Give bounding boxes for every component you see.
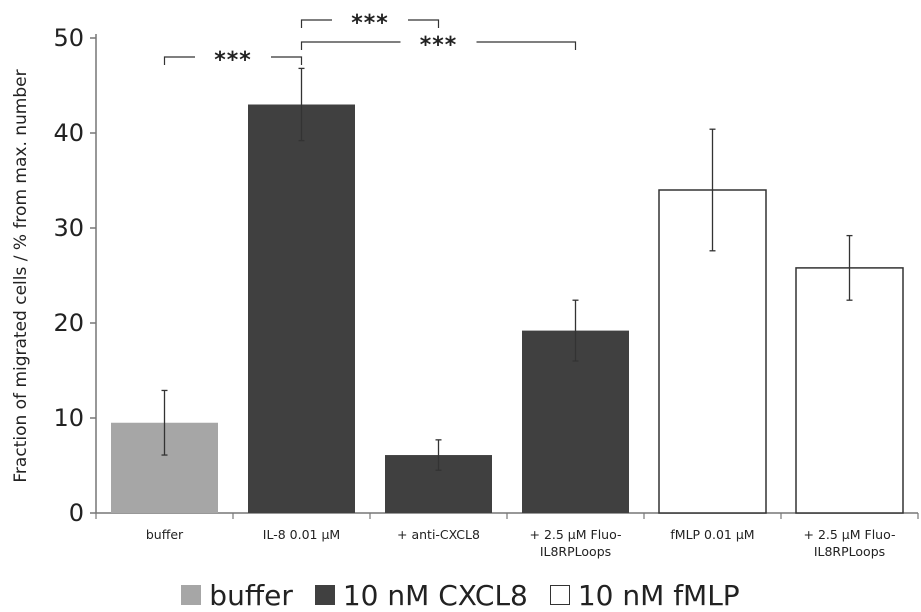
- significance-label: ***: [420, 33, 458, 58]
- y-tick-label: 10: [53, 404, 84, 432]
- significance-bracket: [300, 41, 577, 50]
- x-category-label: IL-8 0.01 µM: [263, 527, 340, 542]
- legend: buffer 10 nM CXCL8 10 nM fMLP: [0, 578, 921, 612]
- x-category-label: + 2.5 µM Fluo-IL8RPLoops: [530, 527, 622, 559]
- y-tick-label: 40: [53, 119, 84, 147]
- y-tick-label: 20: [53, 309, 84, 337]
- x-category-label: + 2.5 µM Fluo-IL8RPLoops: [804, 527, 896, 559]
- y-axis-label: Fraction of migrated cells / % from max.…: [11, 69, 31, 482]
- legend-swatch-cxcl8: [314, 585, 335, 605]
- y-tick-label: 0: [69, 499, 84, 527]
- significance-brackets: *** *** ***: [163, 11, 577, 73]
- bar: [248, 104, 355, 513]
- axes: 0 10 20 30 40 50 buffer IL-8 0.01 µM + anti-CXCL…: [53, 24, 919, 559]
- legend-swatch-buffer: [181, 585, 202, 605]
- legend-item-fmlp: 10 nM fMLP: [549, 578, 740, 612]
- significance-bracket: [300, 19, 440, 28]
- error-bars: [161, 67, 853, 471]
- y-tick-label: 50: [53, 24, 84, 52]
- x-category-label: + anti-CXCL8: [397, 527, 480, 542]
- significance-label: ***: [214, 48, 252, 73]
- x-category-label: fMLP 0.01 µM: [670, 527, 754, 542]
- bar: [795, 267, 904, 514]
- x-category-label: buffer: [146, 527, 184, 542]
- legend-label-buffer: buffer: [209, 578, 293, 612]
- legend-label-cxcl8: 10 nM CXCL8: [342, 578, 528, 612]
- legend-label-fmlp: 10 nM fMLP: [577, 578, 740, 612]
- y-tick-label: 30: [53, 214, 84, 242]
- legend-item-cxcl8: 10 nM CXCL8: [314, 578, 528, 612]
- significance-label: ***: [351, 11, 389, 36]
- legend-item-buffer: buffer: [181, 579, 293, 612]
- legend-swatch-fmlp: [549, 585, 570, 605]
- bar-chart: 0 10 20 30 40 50 buffer IL-8 0.01 µM + anti-CXCL…: [11, 11, 919, 559]
- bars: [111, 104, 904, 514]
- significance-bracket: [163, 56, 303, 65]
